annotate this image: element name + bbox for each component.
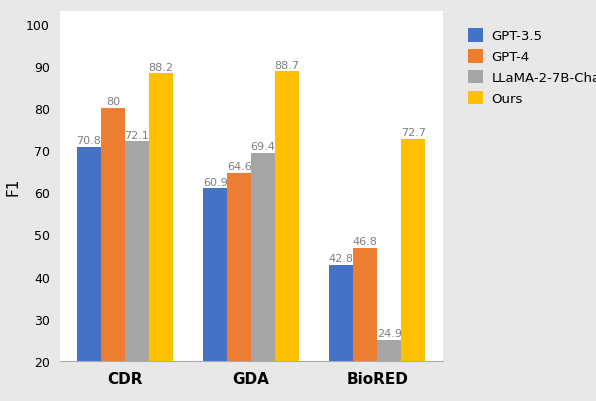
Bar xyxy=(77,148,101,401)
Text: 24.9: 24.9 xyxy=(377,329,402,338)
Bar xyxy=(353,248,377,401)
Legend: GPT-3.5, GPT-4, LLaMA-2-7B-Chat, Ours: GPT-3.5, GPT-4, LLaMA-2-7B-Chat, Ours xyxy=(457,18,596,116)
Bar xyxy=(125,142,149,401)
Text: 70.8: 70.8 xyxy=(76,136,101,146)
Y-axis label: F1: F1 xyxy=(5,177,20,196)
Text: 46.8: 46.8 xyxy=(353,237,378,247)
Bar xyxy=(203,189,227,401)
Bar xyxy=(101,109,125,401)
Text: 72.7: 72.7 xyxy=(401,128,426,138)
Bar xyxy=(401,140,426,401)
Text: 88.7: 88.7 xyxy=(275,61,300,71)
Bar xyxy=(251,153,275,401)
Text: 60.9: 60.9 xyxy=(203,177,228,187)
Text: 69.4: 69.4 xyxy=(251,142,275,152)
Bar xyxy=(377,340,401,401)
Text: 72.1: 72.1 xyxy=(125,130,150,140)
Bar xyxy=(149,74,173,401)
Bar xyxy=(227,174,251,401)
Bar xyxy=(275,72,299,401)
Bar xyxy=(330,265,353,401)
Text: 42.8: 42.8 xyxy=(329,253,354,263)
Text: 64.6: 64.6 xyxy=(227,162,252,172)
Text: 80: 80 xyxy=(106,97,120,107)
Text: 88.2: 88.2 xyxy=(148,63,173,73)
